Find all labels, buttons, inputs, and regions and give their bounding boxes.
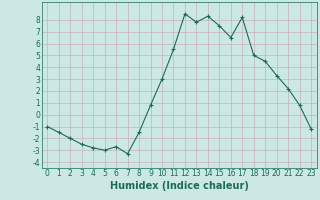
- X-axis label: Humidex (Indice chaleur): Humidex (Indice chaleur): [110, 181, 249, 191]
